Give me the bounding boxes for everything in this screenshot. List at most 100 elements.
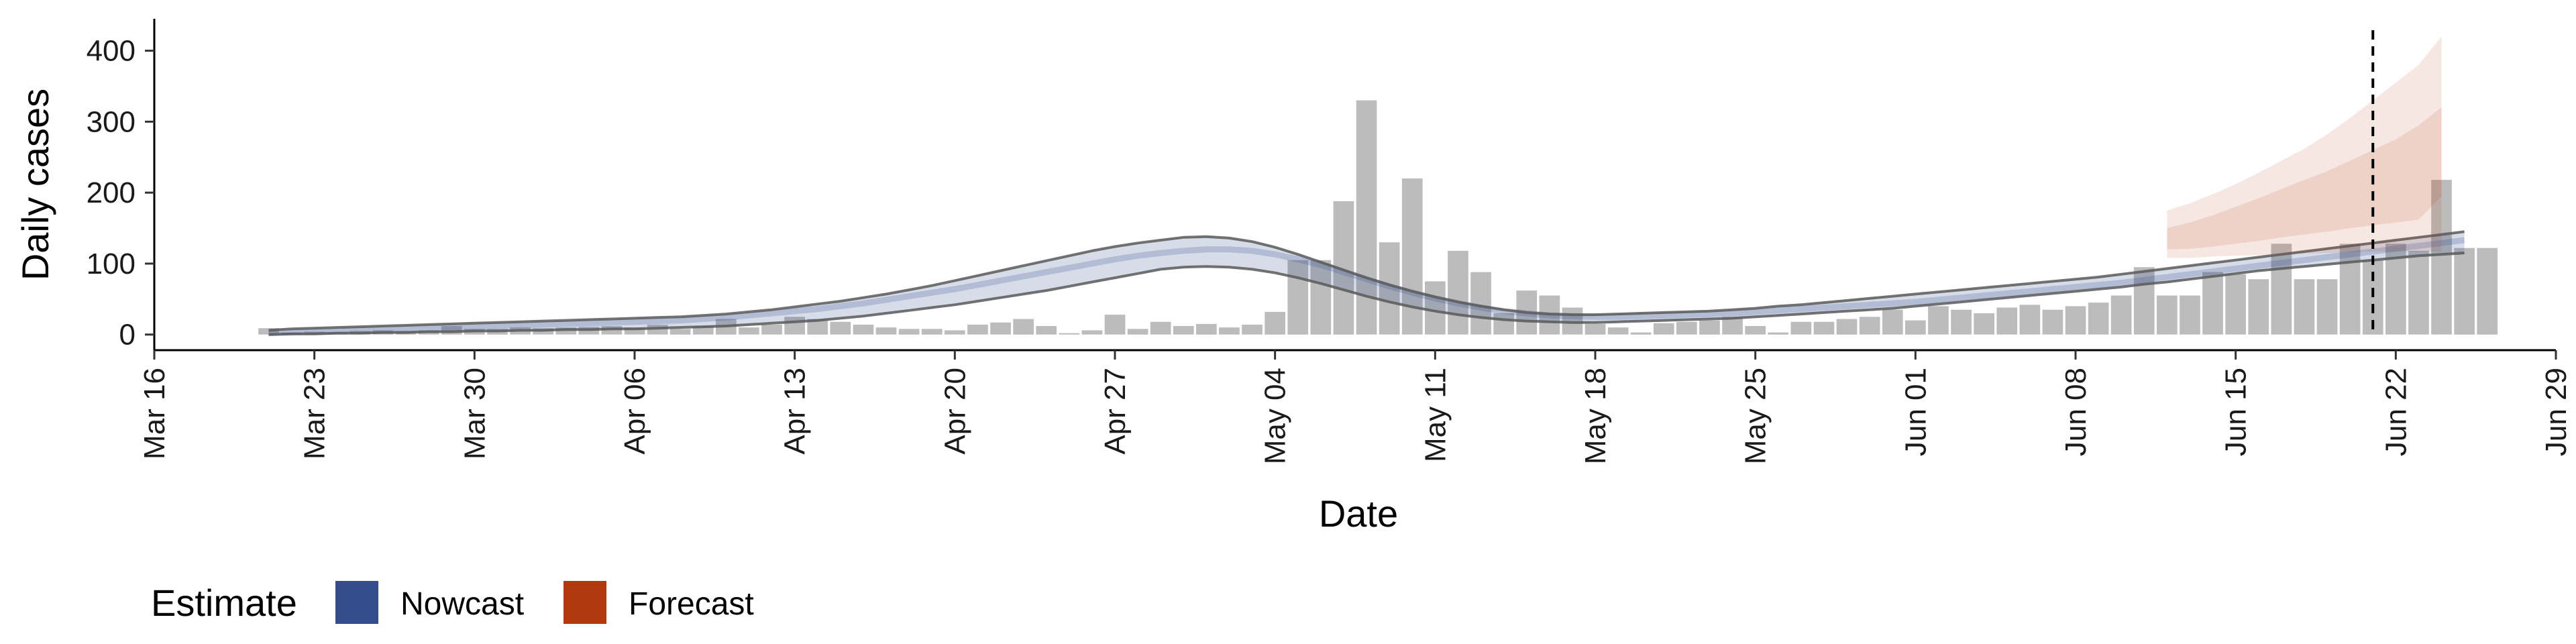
nowcast-ci90-band bbox=[268, 231, 2465, 335]
case-bar bbox=[669, 329, 691, 335]
case-bar bbox=[853, 324, 874, 335]
x-tick-label: May 25 bbox=[1739, 368, 1772, 464]
case-bar bbox=[1127, 329, 1148, 335]
x-axis-title: Date bbox=[1319, 492, 1398, 535]
y-tick-label: 300 bbox=[87, 105, 136, 138]
case-bar bbox=[967, 324, 988, 335]
nowcast-upper-outline bbox=[268, 230, 2465, 332]
case-bar bbox=[1813, 321, 1835, 335]
case-bar bbox=[2339, 244, 2361, 335]
y-tick-label: 400 bbox=[87, 35, 136, 68]
case-bar bbox=[2477, 248, 2498, 335]
x-tick-label: May 18 bbox=[1579, 368, 1612, 464]
legend-swatch-forecast bbox=[564, 581, 606, 624]
case-bar bbox=[1653, 323, 1674, 335]
case-bar bbox=[875, 327, 897, 335]
x-tick-label: Mar 16 bbox=[138, 368, 171, 460]
case-bar bbox=[2019, 305, 2041, 335]
case-bar bbox=[1219, 327, 1240, 335]
case-bar bbox=[1630, 332, 1652, 335]
y-tick-label: 200 bbox=[87, 176, 136, 209]
case-bar bbox=[830, 321, 851, 335]
x-tick-label: Apr 27 bbox=[1099, 368, 1132, 455]
case-bar bbox=[1974, 313, 1994, 335]
axes: 0 100 200 300 400 Mar 16 Mar 23 Mar 30 Apr 06 Apr… bbox=[87, 19, 2573, 464]
case-bar bbox=[1745, 326, 1766, 335]
y-tick-label: 0 bbox=[119, 319, 136, 352]
case-bar bbox=[1859, 317, 1880, 335]
x-tick-label: Mar 30 bbox=[458, 368, 491, 460]
case-bar bbox=[1996, 307, 2018, 335]
case-bar bbox=[1401, 178, 1423, 335]
x-tick-label: May 04 bbox=[1259, 368, 1292, 464]
case-bar bbox=[1287, 260, 1309, 335]
case-bar bbox=[1951, 309, 1972, 335]
case-bar bbox=[1768, 332, 1789, 335]
case-bar bbox=[1882, 309, 1903, 335]
x-tick-label: Apr 13 bbox=[779, 368, 812, 455]
case-bar bbox=[1379, 242, 1400, 335]
case-bar bbox=[1036, 326, 1057, 335]
case-bar bbox=[1585, 323, 1606, 335]
case-bar bbox=[1242, 324, 1263, 335]
case-bar bbox=[2110, 295, 2132, 335]
x-tick-label: Apr 06 bbox=[619, 368, 651, 455]
legend-label-forecast: Forecast bbox=[629, 586, 754, 622]
case-bar bbox=[1905, 320, 1926, 335]
case-bar bbox=[2133, 267, 2155, 335]
case-bar bbox=[1470, 272, 1491, 335]
case-bar bbox=[258, 328, 279, 335]
case-bar bbox=[1150, 321, 1171, 335]
x-tick-label: Jun 08 bbox=[2059, 368, 2092, 456]
nowcast-lower-outline bbox=[268, 252, 2465, 336]
y-axis-title: Daily cases bbox=[14, 89, 56, 280]
case-bar bbox=[807, 319, 828, 335]
case-bar bbox=[1928, 306, 1949, 335]
case-bar bbox=[2316, 279, 2338, 335]
case-bar bbox=[1173, 326, 1194, 335]
case-bar bbox=[2248, 279, 2269, 335]
case-bar bbox=[739, 327, 759, 335]
x-tick-label: Apr 20 bbox=[938, 368, 971, 455]
case-bar bbox=[2431, 180, 2452, 335]
case-bar bbox=[2065, 306, 2086, 335]
legend-label-nowcast: Nowcast bbox=[400, 586, 524, 622]
case-bar bbox=[2157, 295, 2178, 335]
case-bar bbox=[1059, 333, 1080, 335]
y-tick-label: 100 bbox=[87, 248, 136, 280]
case-bar bbox=[1265, 311, 1285, 335]
x-tick-label: Jun 29 bbox=[2540, 368, 2573, 456]
case-bar bbox=[1425, 281, 1446, 335]
case-bar bbox=[2180, 295, 2200, 335]
case-bar bbox=[2088, 303, 2109, 335]
case-bar bbox=[1310, 260, 1332, 335]
case-bar bbox=[945, 330, 965, 335]
x-tick-label: Mar 23 bbox=[299, 368, 331, 460]
case-bar bbox=[784, 317, 805, 335]
case-bar bbox=[2271, 244, 2292, 335]
case-bar bbox=[990, 322, 1011, 335]
case-bar bbox=[761, 324, 782, 335]
case-bar bbox=[1493, 313, 1514, 335]
case-bar bbox=[1699, 320, 1720, 335]
case-bar bbox=[2408, 250, 2429, 335]
case-bar bbox=[1196, 323, 1217, 335]
x-tick-label: May 11 bbox=[1419, 368, 1452, 462]
case-bar bbox=[898, 329, 920, 335]
case-bar bbox=[1836, 319, 1858, 335]
case-bar bbox=[1607, 327, 1629, 335]
legend-title: Estimate bbox=[151, 582, 297, 624]
case-bar bbox=[2294, 279, 2315, 335]
case-bar bbox=[1790, 321, 1812, 335]
case-bar bbox=[2202, 272, 2223, 335]
x-tick-label: Jun 22 bbox=[2379, 368, 2412, 456]
case-bar bbox=[555, 327, 577, 335]
case-bar bbox=[921, 329, 943, 335]
forecast-ci90-band bbox=[2167, 36, 2442, 258]
legend: Estimate Nowcast Forecast bbox=[151, 581, 754, 624]
legend-swatch-nowcast bbox=[335, 581, 378, 624]
case-bar bbox=[1013, 319, 1034, 335]
x-tick-label: Jun 01 bbox=[1899, 368, 1932, 456]
